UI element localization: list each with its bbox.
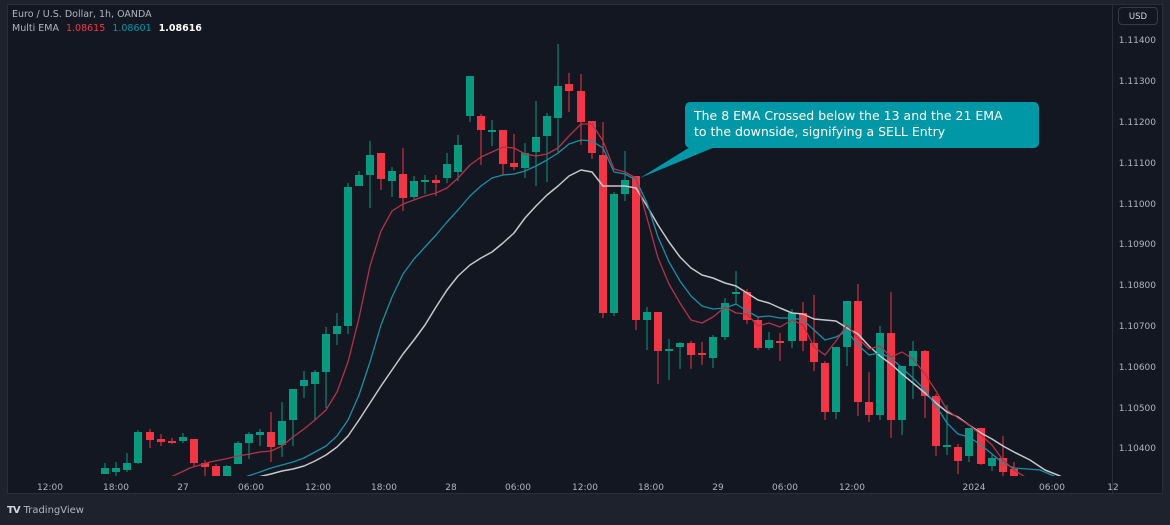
price-tick-label: 1.10700 — [1118, 322, 1156, 332]
candlestick-chart — [101, 44, 1062, 476]
ema13-value: 1.08601 — [112, 23, 152, 34]
price-tick-label: 1.11200 — [1118, 118, 1156, 128]
time-tick-label: 06:00 — [772, 483, 798, 493]
ema8-value: 1.08615 — [65, 23, 106, 34]
symbol-title[interactable]: Euro / U.S. Dollar, 1h, OANDA — [12, 9, 152, 20]
time-tick-label: 06:00 — [238, 483, 264, 493]
annotation-line-1: The 8 EMA Crossed below the 13 and the 2… — [694, 108, 1003, 123]
time-tick-label: 27 — [177, 483, 189, 493]
price-tick-label: 1.11400 — [1118, 36, 1156, 46]
price-tick-label: 1.11000 — [1118, 200, 1156, 210]
indicator-row: Multi EMA 1.08615 1.08601 1.08616 — [12, 22, 202, 36]
chart-legend: Euro / U.S. Dollar, 1h, OANDA Multi EMA … — [12, 8, 202, 36]
time-tick-label: 18:00 — [638, 483, 664, 493]
annotation-callout[interactable]: The 8 EMA Crossed below the 13 and the 2… — [685, 102, 1039, 148]
price-tick-label: 1.10600 — [1118, 363, 1156, 373]
time-tick-label: 12:00 — [572, 483, 598, 493]
price-tick-label: 1.11100 — [1118, 159, 1156, 169]
currency-button[interactable]: USD — [1118, 7, 1158, 25]
price-tick-label: 1.11300 — [1118, 77, 1156, 87]
price-tick-label: 1.10500 — [1118, 404, 1156, 414]
time-tick-label: 18:00 — [103, 483, 129, 493]
tradingview-brand[interactable]: TV TradingView — [7, 505, 84, 516]
time-tick-label: 12 — [1107, 483, 1119, 493]
time-tick-label: 18:00 — [371, 483, 397, 493]
time-tick-label: 12:00 — [839, 483, 865, 493]
ema21-value: 1.08616 — [158, 23, 202, 34]
time-tick-label: 06:00 — [1039, 483, 1065, 493]
tradingview-logo-icon: TV — [7, 505, 21, 516]
price-tick-label: 1.10900 — [1118, 240, 1156, 250]
time-tick-label: 2024 — [962, 483, 986, 493]
brand-name: TradingView — [23, 505, 84, 516]
chart-pane[interactable] — [7, 4, 1163, 494]
price-tick-label: 1.10800 — [1118, 281, 1156, 291]
annotation-line-2: to the downside, signifying a SELL Entry — [694, 123, 946, 139]
time-tick-label: 29 — [712, 483, 724, 493]
time-tick-label: 12:00 — [37, 483, 63, 493]
price-tick-label: 1.10400 — [1118, 444, 1156, 454]
time-tick-label: 12:00 — [305, 483, 331, 493]
time-tick-label: 06:00 — [505, 483, 531, 493]
time-tick-label: 28 — [445, 483, 457, 493]
indicator-name[interactable]: Multi EMA — [12, 23, 59, 34]
price-axis-divider — [1112, 5, 1113, 493]
